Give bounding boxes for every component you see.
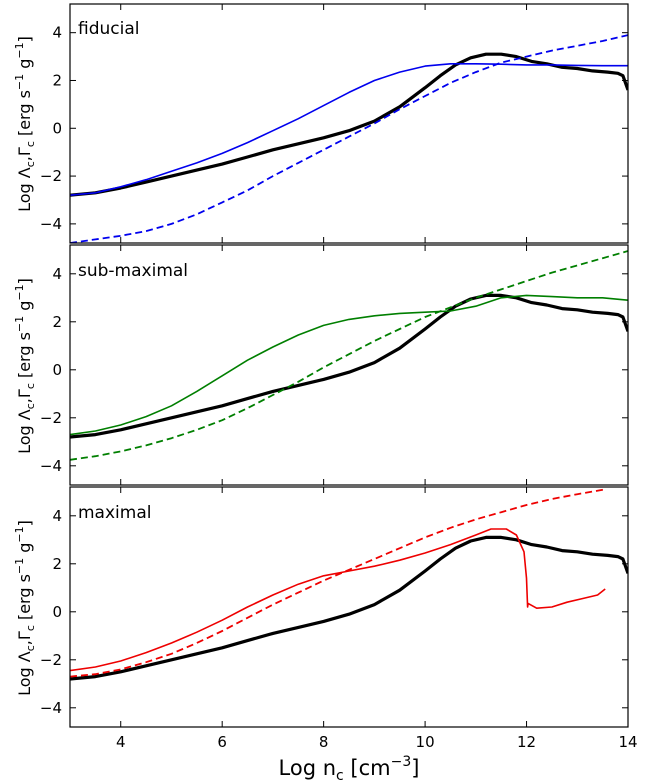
x-tick-label: 14 (618, 733, 637, 751)
series-line-thick-black (70, 293, 628, 439)
panel-title-fiducial: fiducial (78, 19, 139, 39)
series-line-dashed (70, 488, 606, 678)
y-tick-label: 4 (52, 24, 62, 42)
ylabel-sup-1: −1 (13, 74, 26, 90)
series-group (70, 250, 628, 461)
x-tick-label: 8 (319, 733, 329, 751)
ylabel-sub-c2: c (24, 141, 37, 147)
series-line-solid (70, 294, 628, 436)
y-tick-label: −4 (40, 699, 62, 717)
y-tick-label: −2 (40, 409, 62, 427)
panel-maximal: −4 −2 0 2 4 4 6 8 10 12 14 (40, 486, 638, 751)
panel-title-maximal: maximal (78, 503, 151, 523)
xlabel-main: Log n (279, 756, 337, 780)
series-group (70, 34, 628, 243)
series-line-thick-black (70, 535, 628, 681)
ylabel-units-a: [erg s (15, 90, 34, 141)
series-line-thick-black (70, 52, 628, 197)
y-tick-label: 4 (52, 265, 62, 283)
xlabel-sub: c (336, 768, 344, 783)
ylabel-comma: , (15, 156, 34, 161)
x-axis-label: Log nc [cm−3] (279, 754, 420, 783)
y-tick-label: −4 (40, 457, 62, 475)
y-axis-label-fiducial: Log Λc,Γc [erg s−1 g−1] (13, 36, 37, 212)
ylabel-units-b: g (15, 59, 34, 74)
y-tick-label: −2 (40, 167, 62, 185)
y-tick-label: 4 (52, 507, 62, 525)
ylabel-sub-c: c (24, 161, 37, 167)
ylabel-close: ] (15, 36, 34, 42)
x-tick-label: 12 (517, 733, 536, 751)
y-tick-label: 2 (52, 313, 62, 331)
y-axis-label-sub-maximal: Log Λc,Γc [erg s−1 g−1] (13, 278, 37, 454)
x-tick-label: 4 (116, 733, 126, 751)
ylabel-lambda: Λ (15, 167, 34, 178)
y-tick-label: −4 (40, 215, 62, 233)
plot-frame (69, 486, 629, 728)
xlabel-unit-open: [cm (344, 756, 391, 780)
series-line-dashed (70, 34, 628, 243)
ylabel-log: Log (15, 178, 34, 212)
y-axis-label-maximal: Log Λc,Γc [erg s−1 g−1] (13, 520, 37, 696)
panel-sub-maximal: −4 −2 0 2 4 (40, 244, 629, 486)
series-line-solid (70, 528, 606, 672)
y-tick-label: 2 (52, 555, 62, 573)
xlabel-unit-sup: −3 (391, 754, 412, 770)
y-tick-label: 2 (52, 71, 62, 89)
y-tick-label: 0 (52, 119, 62, 137)
x-tick-label: 6 (217, 733, 227, 751)
panel-fiducial: −4 −2 0 2 4 (40, 3, 629, 244)
panel-title-sub-maximal: sub-maximal (78, 261, 188, 281)
x-tick-label: 10 (416, 733, 435, 751)
series-line-dashed (70, 250, 628, 461)
y-tick-label: 0 (52, 603, 62, 621)
y-tick-label: −2 (40, 651, 62, 669)
series-line-solid (70, 62, 628, 196)
ylabel-sup-2: −1 (13, 42, 26, 58)
plot-frame (69, 3, 629, 244)
series-group (70, 488, 628, 681)
y-tick-label: 0 (52, 361, 62, 379)
plot-frame (69, 244, 629, 486)
ylabel-gamma: Γ (15, 147, 34, 156)
xlabel-unit-close: ] (411, 756, 419, 780)
